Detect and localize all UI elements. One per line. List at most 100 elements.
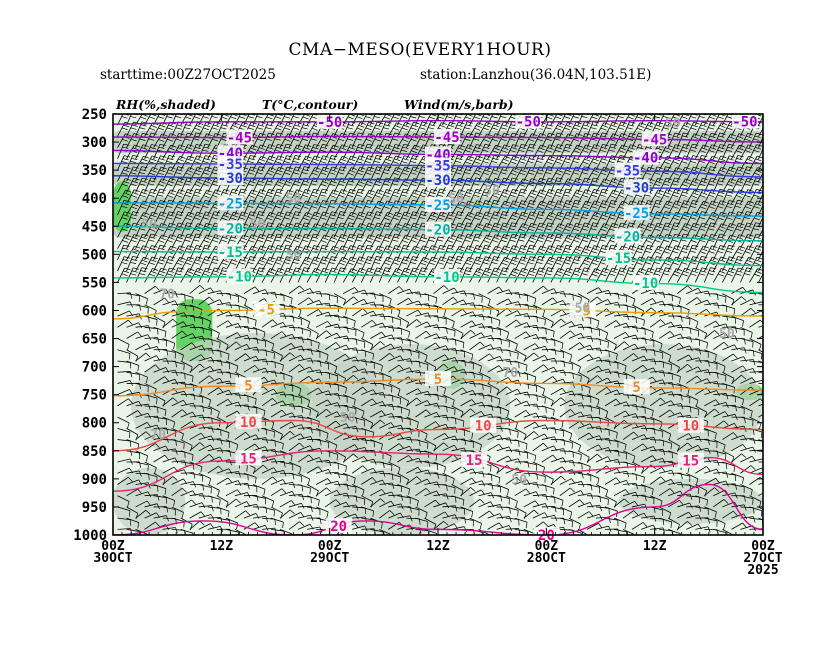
wind-barb-feather (466, 158, 473, 162)
wind-barb-feather (164, 409, 167, 417)
wind-barb-feather (294, 225, 301, 228)
wind-barb (415, 488, 427, 497)
wind-barb-feather (256, 116, 263, 119)
wind-barb-feather (493, 124, 500, 128)
wind-barb-feather (525, 488, 531, 494)
wind-barb (532, 234, 541, 249)
wind-barb-feather (262, 386, 268, 391)
wind-barb-feather (547, 147, 554, 150)
wind-barb (153, 268, 162, 283)
wind-barb (406, 256, 414, 272)
wind-barb-feather (522, 178, 529, 182)
wind-barb (532, 433, 545, 440)
wind-barb-feather (265, 437, 269, 444)
wind-barb (487, 356, 500, 362)
wind-barb-feather (536, 172, 543, 175)
wind-barb-feather (419, 183, 426, 186)
wind-barb (135, 245, 144, 261)
wind-barb (514, 349, 527, 357)
wind-barb (207, 166, 215, 182)
wind-barb-feather (245, 431, 251, 437)
wind-barb-feather (452, 478, 455, 485)
wind-barb-feather (189, 111, 195, 113)
wind-barb (406, 370, 420, 373)
wind-barb (442, 435, 456, 440)
wind-barb-feather (151, 144, 158, 147)
wind-barb-feather (172, 397, 178, 403)
wind-barb-feather (476, 144, 483, 147)
wind-barb (162, 397, 174, 407)
wind-barb (171, 312, 185, 317)
wind-barb (207, 525, 221, 530)
wind-barb-feather (178, 110, 184, 111)
wind-barb-feather (345, 387, 347, 394)
wind-barb-feather (483, 139, 490, 142)
wind-barb-feather (368, 211, 375, 214)
wind-barb-feather (304, 214, 311, 218)
wind-barb (297, 472, 310, 480)
wind-barb (180, 439, 193, 446)
wind-barb (225, 420, 237, 429)
wind-barb-feather (335, 342, 341, 347)
wind-barb-feather (265, 239, 272, 242)
wind-barb-feather (278, 166, 285, 170)
wind-barb-feather (204, 181, 211, 184)
wind-barb (523, 304, 537, 308)
wind-barb-feather (248, 183, 255, 187)
wind-barb-feather (457, 180, 464, 184)
wind-barb-feather (376, 166, 383, 169)
wind-barb (451, 506, 465, 510)
wind-barb-feather (412, 225, 418, 229)
wind-barb-feather (193, 194, 200, 197)
wind-barb (406, 309, 419, 317)
wind-barb (541, 189, 550, 204)
wind-barb (315, 234, 325, 249)
wind-barb-feather (328, 294, 331, 301)
wind-barb (180, 256, 189, 272)
wind-barb-feather (231, 191, 238, 195)
wind-barb (478, 371, 491, 379)
wind-barb-feather (294, 169, 301, 172)
wind-barb (496, 495, 510, 499)
wind-barb-feather (327, 321, 332, 327)
wind-barb-feather (537, 239, 544, 243)
wind-barb-feather (175, 127, 182, 130)
wind-barb (451, 166, 459, 182)
wind-barb (306, 457, 320, 463)
wind-barb-feather (200, 387, 203, 394)
wind-barb-feather (274, 440, 276, 447)
wind-barb-feather (529, 237, 536, 240)
wind-barb (460, 133, 468, 148)
wind-barb-feather (176, 206, 183, 210)
wind-barb-feather (334, 445, 338, 452)
wind-barb (306, 132, 314, 148)
wind-barb-feather (248, 195, 255, 198)
wind-barb-feather (479, 523, 482, 530)
wind-barb (541, 177, 549, 193)
wind-barb (397, 166, 406, 182)
wind-barb (144, 114, 152, 126)
wind-barb-feather (336, 375, 339, 382)
wind-barb-feather (419, 217, 426, 220)
wind-barb-feather (254, 522, 260, 528)
wind-barb (361, 495, 373, 503)
wind-barb (261, 114, 269, 126)
wind-barb-feather (183, 391, 188, 397)
wind-barb (325, 471, 339, 474)
wind-barb-feather (355, 504, 359, 511)
wind-barb-feather (392, 262, 399, 265)
wind-barb-feather (258, 211, 265, 214)
wind-barb-feather (492, 195, 499, 198)
wind-barb-feather (494, 111, 500, 113)
wind-barb-feather (475, 233, 482, 236)
wind-barb-feather (414, 189, 421, 193)
wind-barb-feather (385, 147, 392, 150)
wind-barb-feather (176, 214, 183, 217)
wind-barb (334, 423, 347, 429)
wind-barb (388, 394, 401, 399)
wind-barb (225, 293, 239, 297)
wind-barb-feather (170, 189, 177, 193)
rh-shade-region (564, 344, 763, 468)
wind-barb-feather (185, 262, 192, 265)
wind-barb-feather (175, 116, 182, 119)
